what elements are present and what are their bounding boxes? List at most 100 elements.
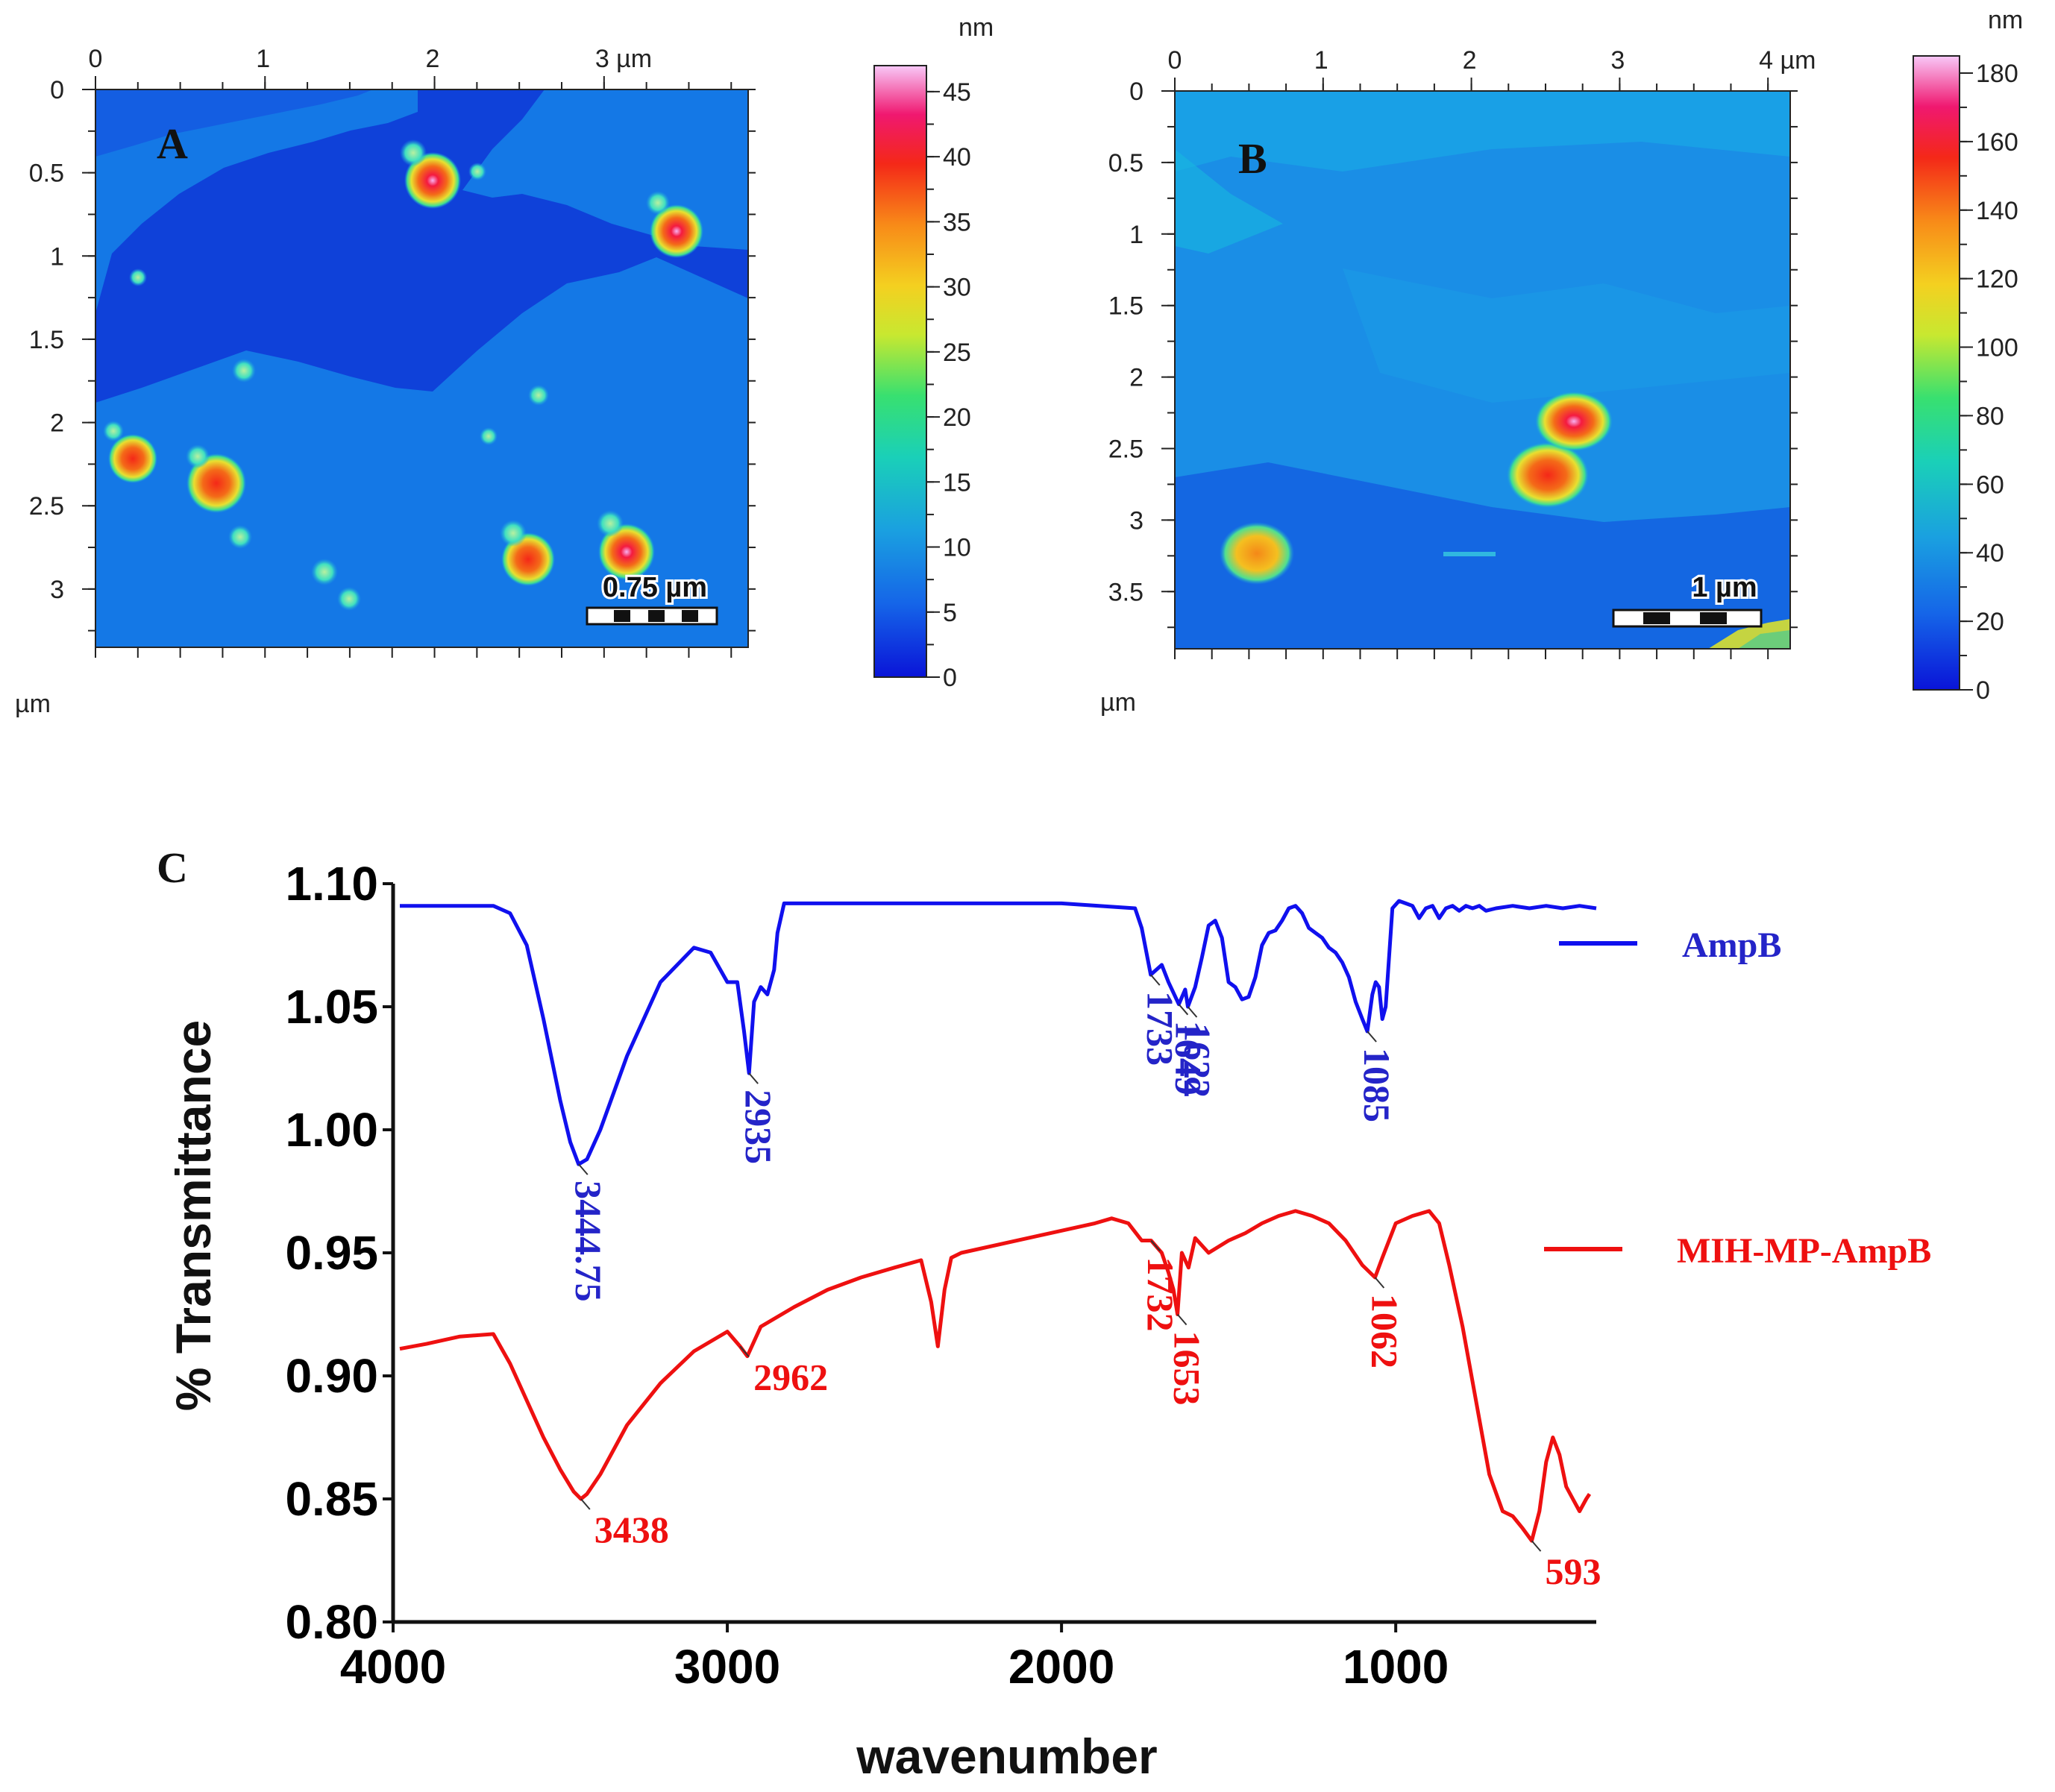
chart-y-axis-label: % Transmittance bbox=[166, 1020, 221, 1412]
colorbar-tick-label: 40 bbox=[943, 143, 971, 172]
afm-b-image bbox=[1175, 91, 1790, 649]
annotation-leader bbox=[580, 1498, 591, 1510]
chart-x-tick-label: 4000 bbox=[340, 1640, 446, 1694]
series-line-ampb bbox=[400, 899, 1597, 1166]
chart-y-tick-label: 1.00 bbox=[285, 1103, 378, 1157]
chart-y-tick-label: 0.90 bbox=[285, 1349, 378, 1403]
afm-y-tick-label: 3 bbox=[50, 576, 64, 604]
colorbar-tick-label: 35 bbox=[943, 208, 971, 236]
chart-panel-label: C bbox=[157, 843, 188, 892]
peak-label: 3438 bbox=[594, 1509, 669, 1550]
afm-y-tick-label: 1.5 bbox=[29, 326, 64, 354]
afm-y-tick-label: 0.5 bbox=[1108, 149, 1143, 177]
afm-panel-a: 0 1 2 3 µm 0 0.5 1 1.5 2 2.5 3 A 0.75 µm µm 0 5 10 15… bbox=[15, 13, 994, 718]
colorbar-tick-label: 80 bbox=[1976, 402, 2004, 430]
legend-label-mih-mp-ampb: MIH-MP-AmpB bbox=[1677, 1231, 1931, 1271]
afm-b-colorbar-ticks: 0 20 40 60 80 100 120 140 160 180 bbox=[1960, 60, 2018, 705]
peak-label: 3444.75 bbox=[568, 1180, 609, 1302]
peak-label: 1653 bbox=[1167, 1331, 1208, 1406]
chart-y-tick-label: 0.80 bbox=[285, 1595, 378, 1649]
afm-b-scale-bar-label: 1 µm bbox=[1692, 572, 1757, 603]
peak-label: 1733 bbox=[1140, 991, 1182, 1066]
annotation-leader bbox=[1374, 1277, 1385, 1289]
colorbar-tick-label: 45 bbox=[943, 78, 971, 107]
afm-a-colorbar-unit: nm bbox=[959, 13, 994, 42]
afm-x-tick-label: 3 bbox=[1610, 46, 1625, 75]
afm-b-axes: 0 1 2 3 4 µm 0 0.5 1 1.5 2 2.5 3 3.5 bbox=[1108, 46, 1816, 659]
afm-y-tick-label: 2.5 bbox=[29, 492, 64, 521]
afm-x-tick-label: 1 bbox=[1314, 46, 1328, 75]
afm-b-scale-bar bbox=[1612, 609, 1763, 628]
chart-y-tick-label: 0.95 bbox=[285, 1226, 378, 1280]
afm-x-tick-label: 2 bbox=[1463, 46, 1477, 75]
annotation-leader bbox=[739, 1345, 750, 1358]
ftir-chart: C 0.80 0.85 0.90 0.95 1.00 1.05 1.10 4000 3000 20… bbox=[157, 843, 1931, 1784]
annotation-leader bbox=[1531, 1540, 1542, 1552]
series-line-mih-mp-ampb bbox=[399, 1209, 1592, 1543]
afm-y-tick-label: 0 bbox=[1129, 78, 1143, 106]
colorbar-tick-label: 10 bbox=[943, 534, 971, 562]
annotation-leader bbox=[1367, 1031, 1377, 1043]
colorbar-tick-label: 100 bbox=[1976, 334, 2018, 362]
colorbar-tick-label: 160 bbox=[1976, 128, 2018, 157]
afm-a-colorbar bbox=[873, 65, 927, 678]
afm-x-tick-label: 0 bbox=[89, 45, 103, 73]
colorbar-tick-label: 0 bbox=[1976, 676, 1990, 705]
afm-b-axis-unit: µm bbox=[1100, 688, 1136, 717]
chart-axes: 0.80 0.85 0.90 0.95 1.00 1.05 1.10 4000 3000 2000… bbox=[285, 857, 1596, 1694]
afm-y-tick-label: 2 bbox=[1129, 364, 1143, 392]
peak-label: 1649 bbox=[1167, 1021, 1209, 1095]
peak-label: 1732 bbox=[1140, 1257, 1182, 1332]
afm-x-tick-label: 0 bbox=[1168, 46, 1182, 75]
colorbar-tick-label: 20 bbox=[1976, 608, 2004, 636]
annotation-leader bbox=[1150, 1239, 1161, 1252]
chart-y-tick-label: 1.10 bbox=[285, 857, 378, 911]
afm-x-tick-label: 3 µm bbox=[595, 45, 652, 73]
peak-label: 593 bbox=[1546, 1550, 1601, 1592]
afm-a-panel-label: A bbox=[157, 119, 188, 168]
afm-a-scale-bar bbox=[586, 606, 718, 626]
annotation-leader bbox=[1149, 974, 1161, 986]
afm-y-tick-label: 3.5 bbox=[1108, 578, 1143, 606]
peak-label: 1062 bbox=[1364, 1294, 1405, 1368]
afm-panel-b: 0 1 2 3 4 µm 0 0.5 1 1.5 2 2.5 3 3.5 B 1 µm µm 0 20 40… bbox=[1100, 6, 2023, 717]
colorbar-tick-label: 180 bbox=[1976, 60, 2018, 88]
chart-y-tick-label: 1.05 bbox=[285, 980, 378, 1034]
afm-b-colorbar bbox=[1913, 55, 1960, 691]
peak-label: 1622 bbox=[1176, 1023, 1218, 1098]
chart-x-axis-label: wavenumber bbox=[856, 1729, 1157, 1784]
afm-x-tick-label: 1 bbox=[256, 45, 270, 73]
afm-y-tick-label: 0 bbox=[50, 76, 64, 104]
afm-y-tick-label: 3 bbox=[1129, 506, 1143, 535]
afm-b-panel-label: B bbox=[1238, 134, 1267, 183]
colorbar-tick-label: 20 bbox=[943, 403, 971, 432]
chart-x-tick-label: 1000 bbox=[1343, 1640, 1449, 1694]
afm-a-axes: 0 1 2 3 µm 0 0.5 1 1.5 2 2.5 3 bbox=[29, 45, 756, 658]
afm-a-colorbar-ticks: 0 5 10 15 20 25 30 35 40 45 bbox=[926, 78, 971, 692]
afm-y-tick-label: 1 bbox=[1129, 221, 1143, 249]
annotation-leader bbox=[748, 1072, 759, 1084]
colorbar-tick-label: 5 bbox=[943, 599, 957, 627]
chart-legend: AmpB MIH-MP-AmpB bbox=[1544, 925, 1931, 1271]
annotation-leader bbox=[1187, 1006, 1198, 1018]
afm-a-scale-bar-label: 0.75 µm bbox=[603, 572, 707, 603]
annotation-leader bbox=[578, 1163, 589, 1175]
afm-y-tick-label: 2 bbox=[50, 409, 64, 438]
colorbar-tick-label: 120 bbox=[1976, 265, 2018, 294]
colorbar-tick-label: 60 bbox=[1976, 471, 2004, 499]
chart-series bbox=[399, 899, 1597, 1543]
chart-x-tick-label: 3000 bbox=[674, 1640, 780, 1694]
peak-label: 2935 bbox=[738, 1090, 779, 1164]
colorbar-tick-label: 15 bbox=[943, 468, 971, 497]
afm-a-image bbox=[95, 89, 748, 647]
afm-a-axis-unit: µm bbox=[15, 690, 51, 718]
afm-b-colorbar-unit: nm bbox=[1988, 6, 2023, 34]
colorbar-tick-label: 40 bbox=[1976, 539, 2004, 568]
annotation-leader bbox=[1176, 1313, 1187, 1326]
peak-label: 2962 bbox=[753, 1356, 828, 1398]
afm-y-tick-label: 2.5 bbox=[1108, 435, 1143, 463]
peak-label: 1085 bbox=[1356, 1048, 1398, 1122]
afm-y-tick-label: 0.5 bbox=[29, 160, 64, 188]
